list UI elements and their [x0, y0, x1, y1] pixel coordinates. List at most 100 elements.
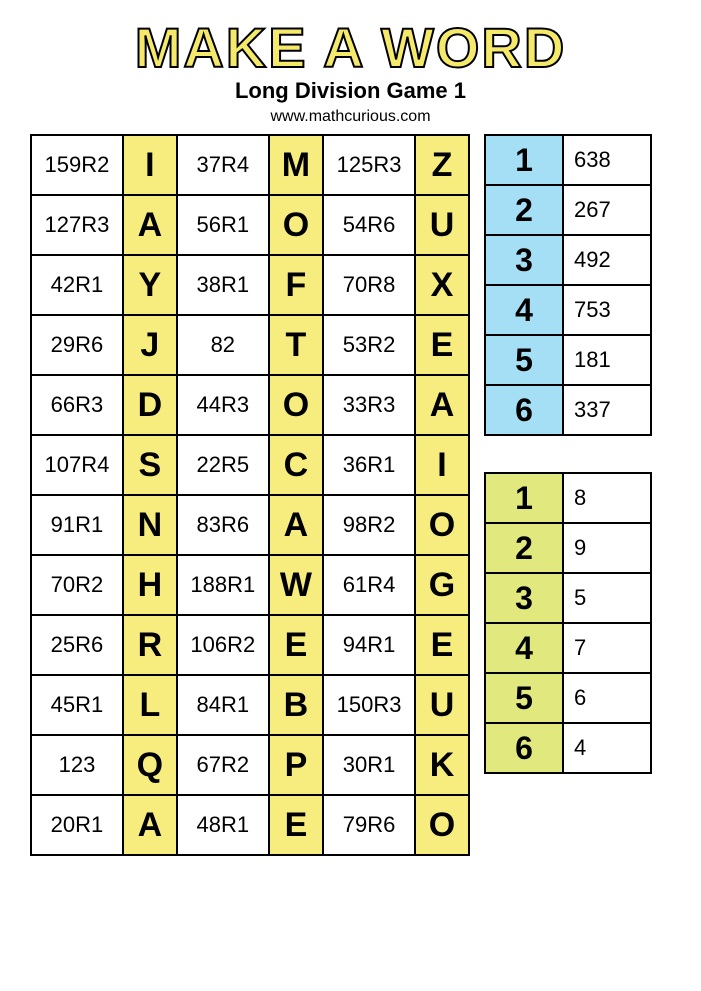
key-number-cell: 4	[485, 285, 563, 335]
table-row: 18	[485, 473, 651, 523]
letter-cell: N	[123, 495, 177, 555]
letter-cell: O	[269, 375, 323, 435]
key-value-cell: 4	[563, 723, 651, 773]
table-row: 66R3D44R3O33R3A	[31, 375, 469, 435]
key-value-cell: 492	[563, 235, 651, 285]
value-cell: 56R1	[177, 195, 269, 255]
table-row: 3492	[485, 235, 651, 285]
website-url: www.mathcurious.com	[30, 108, 671, 126]
table-row: 4753	[485, 285, 651, 335]
letter-cell: T	[269, 315, 323, 375]
side-column: 163822673492475351816337 182935475664	[484, 134, 652, 774]
content-layout: 159R2I37R4M125R3Z127R3A56R1O54R6U42R1Y38…	[30, 134, 671, 856]
letter-cell: L	[123, 675, 177, 735]
table-row: 91R1N83R6A98R2O	[31, 495, 469, 555]
letter-cell: E	[269, 615, 323, 675]
value-cell: 150R3	[323, 675, 415, 735]
table-row: 1638	[485, 135, 651, 185]
key-value-cell: 9	[563, 523, 651, 573]
blue-key-table: 163822673492475351816337	[484, 134, 652, 436]
letter-cell: E	[269, 795, 323, 855]
letter-cell: A	[123, 795, 177, 855]
letter-cell: B	[269, 675, 323, 735]
value-cell: 61R4	[323, 555, 415, 615]
letter-cell: A	[269, 495, 323, 555]
table-row: 45R1L84R1B150R3U	[31, 675, 469, 735]
value-cell: 107R4	[31, 435, 123, 495]
letter-cell: Y	[123, 255, 177, 315]
table-row: 70R2H188R1W61R4G	[31, 555, 469, 615]
value-cell: 66R3	[31, 375, 123, 435]
letter-cell: C	[269, 435, 323, 495]
letter-cell: O	[269, 195, 323, 255]
value-cell: 37R4	[177, 135, 269, 195]
table-row: 107R4S22R5C36R1I	[31, 435, 469, 495]
value-cell: 127R3	[31, 195, 123, 255]
key-number-cell: 5	[485, 335, 563, 385]
value-cell: 20R1	[31, 795, 123, 855]
letter-cell: O	[415, 795, 469, 855]
table-row: 127R3A56R1O54R6U	[31, 195, 469, 255]
letter-cell: I	[415, 435, 469, 495]
key-value-cell: 337	[563, 385, 651, 435]
letter-cell: Z	[415, 135, 469, 195]
value-cell: 30R1	[323, 735, 415, 795]
value-cell: 38R1	[177, 255, 269, 315]
letter-cell: X	[415, 255, 469, 315]
value-cell: 79R6	[323, 795, 415, 855]
letter-cell: S	[123, 435, 177, 495]
value-cell: 67R2	[177, 735, 269, 795]
key-number-cell: 3	[485, 235, 563, 285]
value-cell: 36R1	[323, 435, 415, 495]
letter-cell: E	[415, 615, 469, 675]
value-cell: 106R2	[177, 615, 269, 675]
letter-cell: G	[415, 555, 469, 615]
key-number-cell: 2	[485, 185, 563, 235]
value-cell: 54R6	[323, 195, 415, 255]
table-row: 25R6R106R2E94R1E	[31, 615, 469, 675]
key-number-cell: 2	[485, 523, 563, 573]
table-row: 6337	[485, 385, 651, 435]
value-cell: 83R6	[177, 495, 269, 555]
key-value-cell: 267	[563, 185, 651, 235]
green-key-table: 182935475664	[484, 472, 652, 774]
letter-cell: Q	[123, 735, 177, 795]
table-row: 42R1Y38R1F70R8X	[31, 255, 469, 315]
key-number-cell: 1	[485, 135, 563, 185]
letter-table: 159R2I37R4M125R3Z127R3A56R1O54R6U42R1Y38…	[30, 134, 470, 856]
value-cell: 42R1	[31, 255, 123, 315]
letter-cell: A	[415, 375, 469, 435]
key-number-cell: 5	[485, 673, 563, 723]
key-value-cell: 181	[563, 335, 651, 385]
table-row: 123Q67R2P30R1K	[31, 735, 469, 795]
value-cell: 94R1	[323, 615, 415, 675]
table-row: 47	[485, 623, 651, 673]
key-value-cell: 8	[563, 473, 651, 523]
value-cell: 91R1	[31, 495, 123, 555]
value-cell: 188R1	[177, 555, 269, 615]
value-cell: 125R3	[323, 135, 415, 195]
table-row: 5181	[485, 335, 651, 385]
value-cell: 53R2	[323, 315, 415, 375]
value-cell: 29R6	[31, 315, 123, 375]
table-row: 35	[485, 573, 651, 623]
value-cell: 25R6	[31, 615, 123, 675]
table-row: 159R2I37R4M125R3Z	[31, 135, 469, 195]
table-row: 20R1A48R1E79R6O	[31, 795, 469, 855]
key-value-cell: 753	[563, 285, 651, 335]
letter-cell: E	[415, 315, 469, 375]
table-row: 64	[485, 723, 651, 773]
key-number-cell: 3	[485, 573, 563, 623]
page-subtitle: Long Division Game 1	[30, 78, 671, 104]
value-cell: 159R2	[31, 135, 123, 195]
letter-cell: K	[415, 735, 469, 795]
value-cell: 82	[177, 315, 269, 375]
page-title: MAKE A WORD	[30, 20, 671, 76]
letter-cell: P	[269, 735, 323, 795]
value-cell: 48R1	[177, 795, 269, 855]
letter-cell: R	[123, 615, 177, 675]
letter-cell: O	[415, 495, 469, 555]
letter-cell: U	[415, 195, 469, 255]
key-value-cell: 7	[563, 623, 651, 673]
letter-cell: F	[269, 255, 323, 315]
